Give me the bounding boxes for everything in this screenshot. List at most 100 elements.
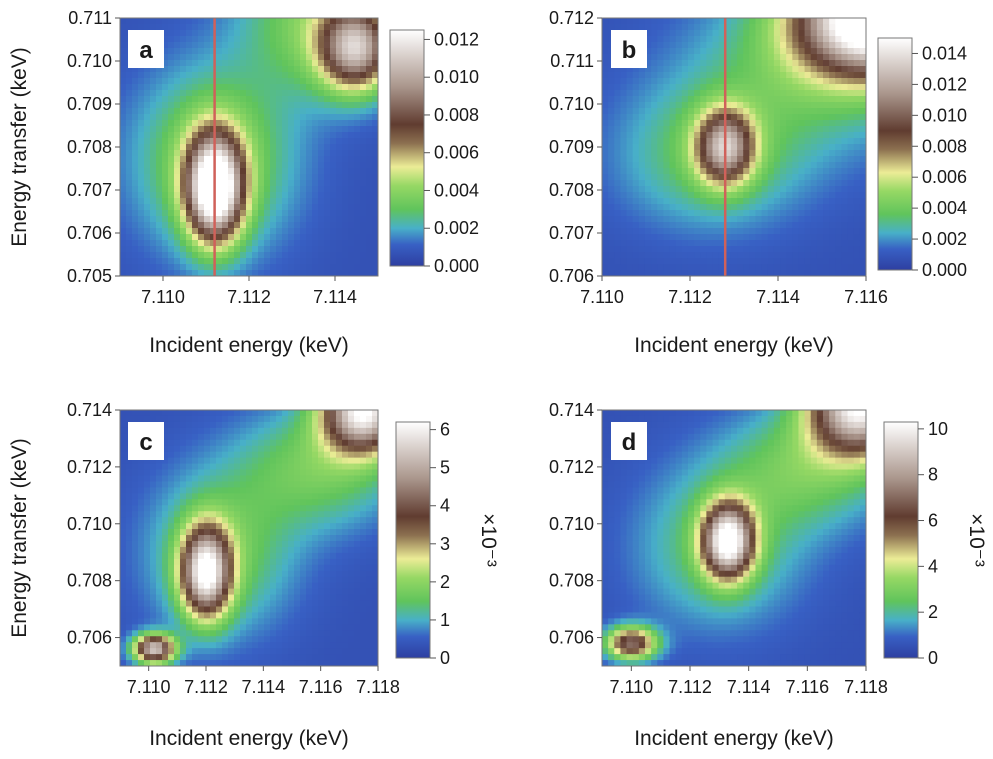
heatmap-cell (681, 174, 689, 181)
heatmap-cell (120, 457, 127, 465)
heatmap-cell (853, 66, 861, 73)
heatmap-cell (792, 60, 800, 67)
heatmap-cell (120, 150, 127, 157)
heatmap-cell (614, 216, 622, 223)
heatmap-cell (694, 228, 701, 235)
heatmap-cell (737, 72, 744, 79)
heatmap-cell (150, 228, 157, 235)
heatmap-cell (144, 475, 151, 483)
heatmap-cell (258, 180, 265, 187)
heatmap-cell (816, 270, 824, 276)
heatmap-cell (792, 96, 800, 103)
heatmap-cell (186, 168, 193, 175)
heatmap-cell (841, 36, 849, 43)
heatmap-cell (657, 42, 664, 49)
heatmap-cell (312, 42, 319, 49)
heatmap-cell (706, 114, 714, 121)
heatmap-cell (724, 264, 732, 271)
heatmap-cell (614, 204, 622, 211)
heatmap-cell (288, 252, 295, 259)
heatmap-cell (216, 240, 223, 247)
heatmap-cell (288, 24, 295, 31)
heatmap-cell (749, 126, 757, 133)
colorbar-tick-label: 0.002 (922, 229, 967, 249)
heatmap-cell (312, 90, 319, 97)
heatmap-cell (804, 144, 812, 151)
heatmap-cell (192, 415, 199, 423)
heatmap-cell (180, 535, 187, 542)
heatmap-cell (644, 60, 652, 67)
heatmap-cell (681, 198, 689, 205)
heatmap-cell (816, 168, 824, 175)
heatmap-cell (354, 198, 361, 205)
heatmap-cell (186, 48, 193, 55)
heatmap-cell (318, 66, 325, 73)
heatmap-cell (192, 451, 199, 459)
heatmap-cell (234, 410, 241, 417)
heatmap-cell (198, 469, 205, 477)
colorbar-tick-label: 0.012 (922, 74, 967, 94)
heatmap-cell (210, 156, 217, 163)
heatmap-cell (632, 222, 640, 229)
heatmap-cell (730, 72, 738, 79)
heatmap-cell (786, 228, 793, 235)
heatmap-cell (324, 216, 331, 223)
heatmap-cell (700, 180, 707, 187)
heatmap-cell (150, 475, 157, 483)
heatmap-cell (282, 72, 289, 79)
heatmap-cell (847, 246, 855, 253)
heatmap-cell (810, 270, 818, 276)
heatmap-cell (228, 576, 235, 584)
heatmap-cell (663, 180, 671, 187)
heatmap-cell (638, 84, 646, 91)
heatmap-cell (174, 654, 181, 661)
heatmap-cell (180, 138, 187, 145)
heatmap-cell (162, 624, 169, 631)
heatmap-cell (306, 90, 313, 97)
heatmap-cell (270, 487, 277, 494)
heatmap-cell (276, 546, 283, 554)
heatmap-cell (180, 588, 187, 596)
heatmap-cell (192, 612, 199, 619)
heatmap-cell (246, 558, 253, 566)
heatmap-cell (210, 240, 217, 247)
heatmap-cell (743, 186, 750, 193)
heatmap-cell (240, 54, 247, 61)
heatmap-cell (712, 18, 720, 25)
heatmap-cell (608, 18, 615, 25)
heatmap-cell (132, 78, 139, 85)
heatmap-cell (138, 517, 145, 524)
heatmap-cell (360, 90, 367, 97)
heatmap-cell (743, 84, 750, 91)
heatmap-cell (222, 660, 229, 666)
heatmap-cell (180, 84, 187, 91)
heatmap-cell (288, 132, 295, 139)
heatmap-cell (168, 168, 175, 175)
heatmap-cell (626, 84, 634, 91)
heatmap-cell (192, 481, 199, 488)
heatmap-cell (180, 517, 187, 524)
heatmap-cell (657, 102, 664, 109)
heatmap-cell (174, 582, 181, 590)
heatmap-cell (614, 180, 622, 187)
heatmap-cell (342, 174, 349, 181)
heatmap-cell (681, 234, 689, 241)
heatmap-cell (853, 78, 861, 85)
heatmap-cell (294, 126, 301, 133)
heatmap-cell (180, 198, 187, 205)
heatmap-cell (144, 186, 151, 193)
heatmap-cell (663, 216, 671, 223)
heatmap-cell (192, 222, 199, 229)
heatmap-cell (644, 18, 652, 25)
heatmap-cell (120, 48, 127, 55)
heatmap-cell (638, 18, 646, 25)
heatmap-cell (276, 588, 283, 596)
heatmap-cell (829, 216, 836, 223)
heatmap-cell (632, 96, 640, 103)
heatmap-cell (835, 186, 843, 193)
heatmap-cell (318, 108, 325, 115)
heatmap-cell (737, 252, 744, 259)
heatmap-cell (823, 180, 830, 187)
heatmap-cell (204, 588, 211, 596)
heatmap-cell (240, 576, 247, 584)
